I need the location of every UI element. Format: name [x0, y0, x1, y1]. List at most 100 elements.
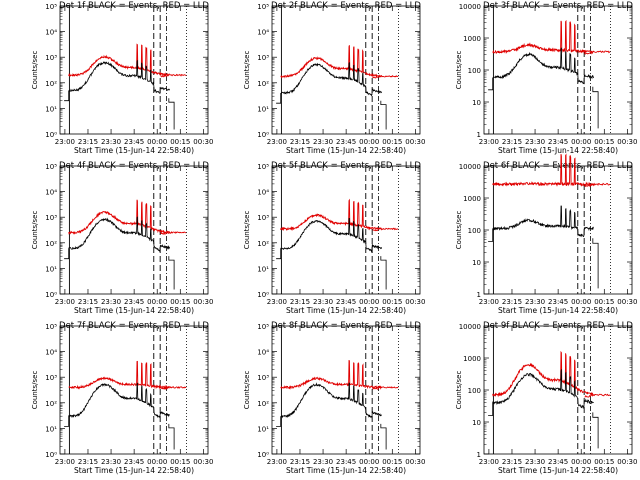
x-tick-label: 00:15	[382, 458, 402, 466]
lld-series-tail	[160, 231, 187, 235]
y-tick-label: 10	[472, 259, 481, 267]
lld-series-tail	[584, 182, 611, 187]
x-tick-label: 00:30	[617, 138, 637, 146]
events-series-tail	[592, 238, 599, 289]
events-series-line	[488, 369, 594, 416]
x-tick-label: 00:00	[571, 138, 591, 146]
y-tick-label: 10⁴	[257, 349, 269, 357]
y-tick-label: 10⁴	[257, 189, 269, 197]
x-tick-label: 00:00	[147, 138, 167, 146]
x-tick-label: 00:30	[405, 458, 425, 466]
x-tick-label: 23:30	[101, 298, 121, 306]
plot-frame	[271, 325, 421, 455]
x-tick-label: 00:30	[193, 138, 213, 146]
x-tick-label: 00:00	[147, 298, 167, 306]
x-tick-label: 23:45	[548, 458, 568, 466]
y-tick-label: 10¹	[45, 105, 57, 113]
y-tick-label: 10²	[257, 240, 269, 248]
lld-series-tail	[372, 386, 399, 390]
x-tick-label: 23:45	[548, 138, 568, 146]
x-tick-label: 23:00	[479, 458, 499, 466]
x-tick-label: 00:00	[571, 298, 591, 306]
lld-series-line	[280, 198, 383, 232]
x-tick-label: 00:15	[382, 138, 402, 146]
y-tick-label: 10⁰	[257, 451, 269, 459]
y-tick-label: 10²	[45, 240, 57, 248]
plot-frame	[271, 165, 421, 295]
y-axis-label: Counts/sec	[31, 51, 39, 90]
y-tick-label: 10³	[257, 214, 269, 222]
y-tick-label: 10000	[459, 163, 481, 171]
panel-8: Det 8f BLACK = Events, RED = LLD10⁰10¹10…	[243, 321, 425, 475]
lld-series-tail	[160, 73, 187, 78]
plot-frame	[59, 325, 209, 455]
y-axis-label: Counts/sec	[31, 371, 39, 410]
y-tick-label: 10²	[257, 400, 269, 408]
events-series-line	[488, 47, 594, 91]
lld-series-line	[68, 199, 170, 235]
x-tick-label: 00:00	[359, 138, 379, 146]
x-tick-label: 23:45	[336, 298, 356, 306]
x-tick-label: 00:15	[382, 298, 402, 306]
x-tick-label: 23:15	[502, 298, 522, 306]
events-series-tail	[592, 412, 599, 449]
x-tick-label: 00:15	[594, 458, 614, 466]
y-axis-label: Counts/sec	[243, 371, 251, 410]
x-tick-label: 23:15	[78, 298, 98, 306]
lld-series-line	[68, 43, 170, 77]
events-series-line	[64, 60, 170, 102]
panel-1: Det 1f BLACK = Events, RED = LLD10⁰10¹10…	[31, 1, 213, 155]
y-tick-label: 10³	[45, 214, 57, 222]
events-series-line	[64, 216, 170, 260]
y-tick-label: 10000	[459, 323, 481, 331]
x-tick-label: 23:30	[313, 458, 333, 466]
lld-series-line	[280, 360, 382, 390]
x-tick-label: 23:00	[55, 458, 75, 466]
panel-9: Det 9f BLACK = Events, RED = LLD11010010…	[455, 321, 637, 475]
y-axis-label: Counts/sec	[455, 51, 463, 90]
x-tick-label: 23:00	[55, 138, 75, 146]
x-tick-label: 23:45	[124, 298, 144, 306]
y-tick-label: 100	[468, 387, 481, 395]
x-tick-label: 23:00	[55, 298, 75, 306]
x-tick-label: 00:30	[193, 458, 213, 466]
y-tick-label: 10³	[257, 374, 269, 382]
x-tick-label: 00:15	[594, 298, 614, 306]
y-tick-label: 10⁰	[257, 131, 269, 139]
x-axis-label: Start Time (15-Jun-14 22:58:40)	[498, 146, 618, 155]
panel-4: Det 4f BLACK = Events, RED = LLD10⁰10¹10…	[31, 161, 213, 315]
x-tick-label: 23:30	[101, 138, 121, 146]
y-tick-label: 10²	[45, 80, 57, 88]
lld-series-tail	[372, 74, 399, 79]
y-tick-label: 10⁵	[257, 163, 269, 171]
x-tick-label: 23:15	[290, 458, 310, 466]
x-tick-label: 23:00	[267, 138, 287, 146]
y-axis-label: Counts/sec	[455, 371, 463, 410]
y-tick-label: 10000	[459, 3, 481, 11]
x-tick-label: 00:30	[405, 298, 425, 306]
y-tick-label: 100	[468, 227, 481, 235]
y-tick-label: 10⁵	[257, 3, 269, 11]
x-tick-label: 00:00	[359, 458, 379, 466]
lld-series-line	[280, 45, 382, 79]
lld-series-line	[492, 350, 594, 398]
y-tick-label: 10⁴	[257, 29, 269, 37]
x-tick-label: 00:15	[170, 138, 190, 146]
y-tick-label: 10²	[257, 80, 269, 88]
events-series-tail	[168, 256, 175, 290]
lld-series-tail	[584, 393, 611, 398]
x-tick-label: 00:00	[571, 458, 591, 466]
x-tick-label: 23:30	[525, 458, 545, 466]
x-tick-label: 23:15	[290, 298, 310, 306]
lld-series-tail	[584, 50, 611, 55]
y-tick-label: 10²	[45, 400, 57, 408]
lld-series-line	[68, 360, 170, 390]
panel-7: Det 7f BLACK = Events, RED = LLD10⁰10¹10…	[31, 321, 213, 475]
x-tick-label: 23:30	[525, 298, 545, 306]
y-axis-label: Counts/sec	[455, 211, 463, 250]
lld-series-tail	[372, 227, 399, 232]
x-tick-label: 23:15	[502, 138, 522, 146]
y-axis-label: Counts/sec	[31, 211, 39, 250]
events-series-line	[64, 382, 170, 427]
y-tick-label: 1000	[463, 35, 481, 43]
